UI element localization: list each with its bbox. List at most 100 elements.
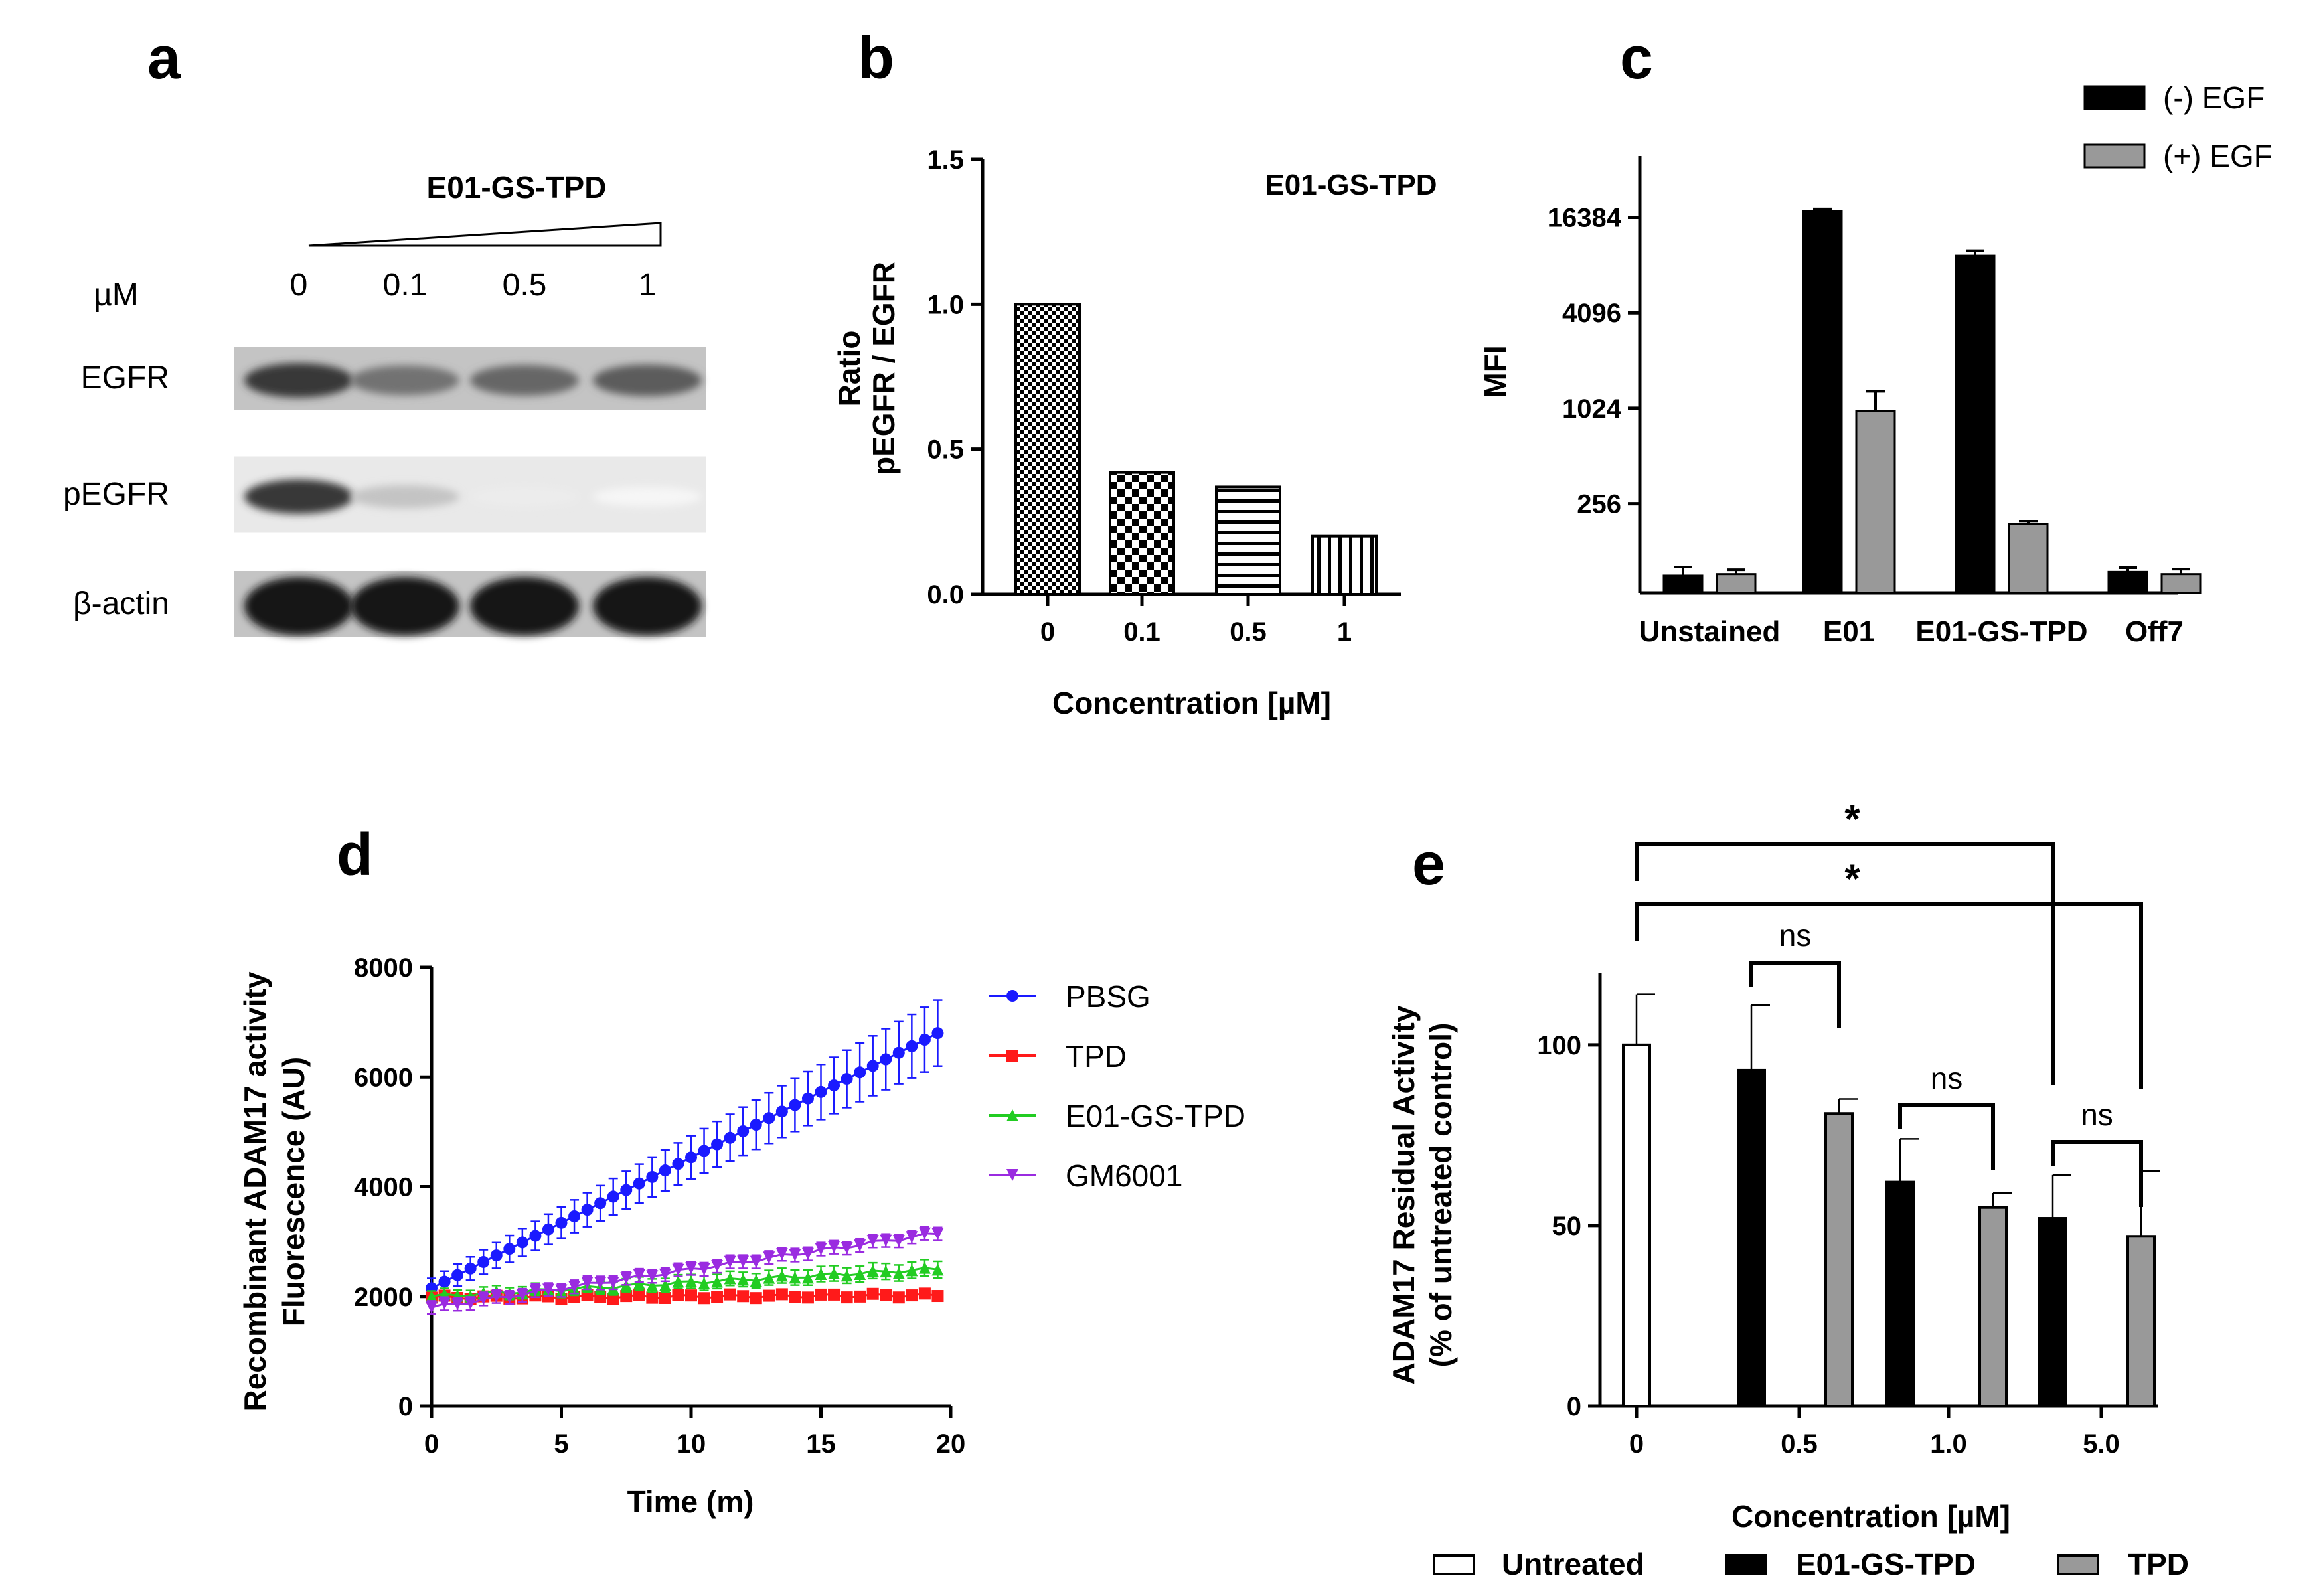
chart-b-ylabel-2: pEGFR / EGFR bbox=[866, 262, 901, 475]
western-blot-panel: E01-GS-TPD µM 0 0.1 0.5 1 EGFR pEGFR β-actin bbox=[63, 170, 706, 637]
point-e01-gs-tpd bbox=[815, 1268, 827, 1281]
point-pbsg bbox=[633, 1177, 645, 1190]
point-e01-gs-tpd bbox=[828, 1267, 841, 1280]
chart-b-xtick-label: 0.1 bbox=[1123, 617, 1161, 647]
point-gm6001 bbox=[698, 1263, 710, 1275]
chart-b-ylabel-1: Ratio bbox=[832, 331, 866, 407]
legend-label-untreated: Untreated bbox=[1502, 1547, 1644, 1581]
legend-label-plus-egf: (+) EGF bbox=[2163, 139, 2273, 173]
chart-e-bar-e01-gs-tpd-0-5 bbox=[1737, 1068, 1766, 1408]
point-gm6001 bbox=[685, 1262, 697, 1275]
blot-concentration-labels: 0 0.1 0.5 1 bbox=[290, 268, 657, 303]
chart-e-xtick-label: 1.0 bbox=[1930, 1429, 1967, 1459]
point-gm6001 bbox=[620, 1272, 633, 1285]
point-gm6001 bbox=[906, 1231, 918, 1243]
chart-b-xtick-label: 1 bbox=[1337, 617, 1352, 647]
chart-e-bar-tpd-5-0 bbox=[2126, 1235, 2156, 1408]
point-gm6001 bbox=[750, 1255, 762, 1268]
legend-label-e01-gs-tpd: E01-GS-TPD bbox=[1796, 1547, 1976, 1581]
point-pbsg bbox=[477, 1255, 490, 1268]
point-e01-gs-tpd bbox=[659, 1279, 671, 1291]
point-e01-gs-tpd bbox=[724, 1272, 736, 1285]
legend-marker-e01-gs-tpd bbox=[1006, 1109, 1018, 1121]
blot-band bbox=[593, 487, 702, 507]
point-e01-gs-tpd bbox=[763, 1271, 775, 1284]
point-gm6001 bbox=[775, 1248, 788, 1261]
point-pbsg bbox=[581, 1204, 594, 1216]
point-e01-gs-tpd bbox=[841, 1269, 853, 1282]
point-tpd bbox=[698, 1292, 710, 1305]
chart-d-xlabel: Time (m) bbox=[627, 1484, 754, 1519]
chart-c-bar-e01-gs-tpd-egf bbox=[2008, 523, 2049, 594]
significance-star: * bbox=[1844, 856, 1860, 901]
blot-band bbox=[470, 577, 579, 635]
point-tpd bbox=[659, 1291, 671, 1304]
chart-b-ytick-label: 1.0 bbox=[927, 290, 964, 319]
chart-e: ADAM17 Residual Activity (% of untreated… bbox=[1386, 797, 2189, 1581]
point-pbsg bbox=[801, 1092, 814, 1105]
chart-e-bar-e01-gs-tpd-5-0 bbox=[2038, 1217, 2067, 1407]
chart-d-ylabel-1: Recombinant ADAM17 activity bbox=[238, 971, 272, 1411]
blot-band bbox=[351, 577, 459, 635]
point-tpd bbox=[789, 1291, 801, 1303]
legend-label-pbsg: PBSG bbox=[1066, 979, 1151, 1014]
chart-d-series bbox=[426, 999, 944, 1315]
chart-d-xtick-label: 5 bbox=[554, 1429, 568, 1459]
blot-band bbox=[244, 363, 353, 398]
point-tpd bbox=[841, 1291, 853, 1304]
chart-c-bar-off7-egf bbox=[2160, 573, 2202, 594]
legend-swatch-minus-egf bbox=[2083, 85, 2146, 110]
legend-marker-tpd bbox=[1006, 1050, 1018, 1062]
point-pbsg bbox=[672, 1158, 684, 1170]
chart-d-xtick-label: 10 bbox=[677, 1429, 706, 1459]
blot-band bbox=[244, 577, 353, 635]
ns-label: ns bbox=[1779, 918, 1812, 953]
blot-band bbox=[351, 365, 459, 396]
chart-b-xtick-label: 0 bbox=[1040, 617, 1055, 647]
point-pbsg bbox=[659, 1164, 671, 1177]
point-gm6001 bbox=[892, 1235, 905, 1247]
ns-label: ns bbox=[2081, 1097, 2113, 1132]
chart-d-ytick-label: 2000 bbox=[354, 1283, 413, 1312]
chart-b-bar-0-1 bbox=[1109, 471, 1175, 596]
point-tpd bbox=[633, 1289, 645, 1301]
point-e01-gs-tpd bbox=[737, 1273, 750, 1286]
point-pbsg bbox=[866, 1060, 879, 1072]
chart-c: MFI 256 1024 4096 16384 Unstained E01 E01-GS-T… bbox=[1478, 80, 2273, 648]
point-e01-gs-tpd bbox=[892, 1267, 905, 1279]
chart-e-ylabel-2: (% of untreated control) bbox=[1423, 1023, 1458, 1368]
chart-e-bar-untreated-0 bbox=[1622, 1043, 1651, 1408]
point-tpd bbox=[646, 1291, 659, 1304]
chart-d-xtick-label: 20 bbox=[936, 1429, 966, 1459]
point-gm6001 bbox=[607, 1277, 619, 1289]
blot-conc-0-5: 0.5 bbox=[503, 268, 547, 303]
point-e01-gs-tpd bbox=[633, 1277, 645, 1290]
legend-marker-gm6001 bbox=[1006, 1169, 1018, 1181]
chart-c-bar-e01-egf bbox=[1802, 210, 1843, 594]
point-tpd bbox=[775, 1288, 788, 1301]
point-pbsg bbox=[542, 1223, 554, 1236]
blot-band bbox=[593, 577, 702, 635]
chart-b-ytick-label: 0.5 bbox=[927, 436, 964, 465]
chart-c-xtick-label: Unstained bbox=[1639, 615, 1781, 648]
point-gm6001 bbox=[529, 1284, 542, 1297]
point-pbsg bbox=[529, 1230, 542, 1242]
point-e01-gs-tpd bbox=[426, 1290, 438, 1303]
point-tpd bbox=[828, 1288, 841, 1301]
point-tpd bbox=[711, 1291, 724, 1303]
point-gm6001 bbox=[659, 1268, 671, 1281]
point-gm6001 bbox=[815, 1243, 827, 1255]
point-pbsg bbox=[737, 1125, 750, 1137]
point-tpd bbox=[815, 1288, 827, 1301]
point-pbsg bbox=[815, 1085, 827, 1098]
blot-band bbox=[470, 486, 579, 507]
chart-d-xtick-label: 0 bbox=[424, 1429, 439, 1459]
point-tpd bbox=[880, 1289, 892, 1301]
chart-c-xtick-label: E01 bbox=[1823, 615, 1875, 648]
point-pbsg bbox=[841, 1073, 853, 1085]
blot-row-pegfr: pEGFR bbox=[63, 456, 706, 533]
chart-e-xtick-label: 0 bbox=[1629, 1429, 1644, 1459]
point-gm6001 bbox=[880, 1234, 892, 1247]
point-tpd bbox=[685, 1289, 697, 1302]
point-tpd bbox=[737, 1290, 750, 1303]
